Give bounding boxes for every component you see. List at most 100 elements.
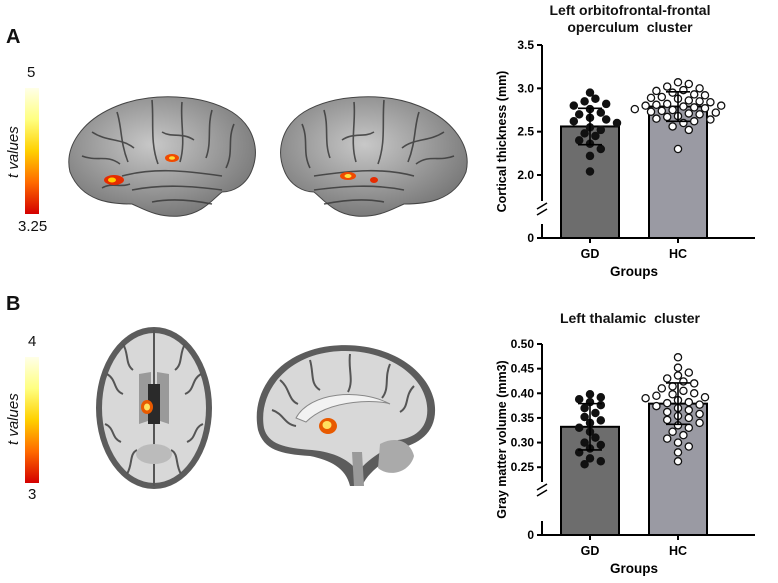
- chart-b-point-gd: [580, 438, 589, 447]
- chart-a-y-tick-label: 2.0: [517, 168, 534, 182]
- chart-a-point-hc: [668, 88, 677, 97]
- chart-a-point-hc: [689, 90, 699, 99]
- brain-surface-right: [280, 96, 468, 217]
- sagittal-brain-slice: [256, 345, 436, 486]
- chart-a-y-tick-label: 3.0: [517, 81, 534, 95]
- chart-b-y-tick-label: 0.50: [511, 337, 535, 351]
- chart-a-y-tick-label: 2.5: [517, 125, 534, 139]
- chart-b-point-gd: [585, 454, 595, 463]
- chart-b-y-axis-label: Gray matter volume (mm3): [495, 360, 509, 518]
- colorbar-b-min: 3: [28, 486, 37, 503]
- chart-b-point-hc: [679, 430, 688, 440]
- chart-b-point-hc: [695, 418, 704, 428]
- chart-b-point-gd: [596, 457, 606, 466]
- chart-a-axis-break-mark: [536, 208, 548, 216]
- chart-b-point-hc: [662, 407, 672, 417]
- chart-b-point-hc: [662, 398, 672, 408]
- chart-a-point-hc: [716, 101, 726, 110]
- chart-b-x-tick-label: HC: [669, 544, 687, 558]
- chart-b-point-hc: [662, 434, 672, 443]
- axial-brain-slice: [96, 327, 212, 489]
- chart-b-point-gd: [596, 416, 606, 425]
- chart-a-point-gd: [580, 129, 589, 138]
- chart-a-point-gd: [591, 131, 600, 141]
- activation-blobs-right: [340, 172, 378, 183]
- chart-b-title-line1: Left thalamic cluster: [559, 310, 701, 326]
- chart-a-point-hc: [641, 101, 650, 110]
- chart-a-point-gd: [601, 99, 611, 109]
- chart-b-point-gd: [580, 460, 589, 469]
- chart-b-point-gd: [585, 390, 595, 399]
- chart-a-y-axis-label: Cortical thickness (mm): [495, 71, 509, 213]
- activation-blobs-left: [104, 154, 179, 185]
- chart-b-point-gd: [596, 440, 606, 450]
- panel-letter-b: B: [6, 293, 21, 315]
- chart-a-title: Left orbitofrontal-frontal operculum clu…: [520, 2, 740, 36]
- chart-a-title-line1: Left orbitofrontal-frontal: [549, 2, 711, 18]
- chart-b-axis-break-mark: [536, 489, 548, 497]
- chart-b-point-hc: [700, 392, 710, 402]
- chart-a-point-hc: [668, 105, 677, 115]
- chart-a-point-hc: [684, 109, 694, 118]
- chart-a-point-gd: [574, 110, 584, 119]
- chart-a-point-gd: [585, 167, 595, 176]
- chart-b-point-hc: [689, 389, 699, 398]
- panel-letter-a: A: [6, 26, 21, 48]
- colorbar-a-gradient: [25, 88, 39, 214]
- chart-b-y-tick-label: 0.45: [511, 362, 535, 376]
- chart-b-x-axis-label: Groups: [610, 561, 658, 576]
- chart-a-point-hc: [657, 92, 667, 102]
- chart-a-y-tick-label: 3.5: [517, 38, 534, 52]
- chart-b-point-hc: [662, 415, 672, 425]
- activation-blob-axial: [141, 400, 153, 414]
- chart-b-point-hc: [641, 393, 650, 403]
- chart-a-y-tick-label: 0: [527, 231, 534, 245]
- chart-b-point-hc: [684, 423, 694, 433]
- chart-a-point-hc: [646, 107, 656, 116]
- chart-b-point-hc: [673, 363, 683, 372]
- chart-a-point-hc: [684, 96, 694, 105]
- chart-a-point-hc: [652, 86, 661, 96]
- chart-a-point-hc: [673, 78, 683, 87]
- chart-b-point-hc: [684, 405, 694, 415]
- chart-a-point-hc: [706, 115, 715, 124]
- chart-b-point-hc: [684, 368, 694, 377]
- chart-a-x-tick-label: HC: [669, 247, 687, 261]
- activation-blob-sagittal: [319, 418, 337, 434]
- chart-b-title: Left thalamic cluster: [520, 310, 740, 327]
- chart-a-point-hc: [679, 102, 688, 111]
- chart-b-y-tick-label: 0.30: [511, 436, 535, 450]
- chart-a-point-hc: [700, 104, 710, 113]
- chart-a-point-gd: [596, 108, 606, 117]
- chart-a-point-hc: [673, 144, 683, 154]
- chart-b-y-tick-label: 0.25: [511, 460, 535, 474]
- chart-a-point-hc: [689, 103, 699, 112]
- chart-b-point-hc: [695, 409, 704, 419]
- chart-b-point-gd: [574, 423, 584, 433]
- chart-a-axis-break-mark: [536, 202, 548, 210]
- chart-a-point-hc: [662, 112, 672, 122]
- chart-b-point-gd: [591, 408, 600, 418]
- chart-b-axis-break-mark: [536, 483, 548, 491]
- chart-b-point-hc: [662, 374, 672, 383]
- chart-a-point-hc: [695, 84, 704, 93]
- colorbar-a-max: 5: [27, 64, 36, 81]
- chart-b-point-gd: [574, 394, 584, 404]
- chart-a-point-gd: [580, 97, 589, 106]
- colorbar-b-gradient: [25, 357, 39, 483]
- chart-a-point-hc: [684, 79, 694, 89]
- colorbar-a-min: 3.25: [18, 218, 48, 235]
- chart-a-point-gd: [601, 115, 611, 124]
- chart-b-point-gd: [580, 403, 589, 413]
- chart-a-point-hc: [662, 82, 672, 91]
- chart-a-point-hc: [700, 91, 710, 100]
- chart-a-point-gd: [596, 144, 606, 154]
- chart-a-point-hc: [706, 97, 715, 107]
- chart-b-point-hc: [679, 386, 688, 396]
- chart-a-point-hc: [695, 97, 704, 106]
- chart-a-point-hc: [652, 100, 661, 110]
- chart-a-point-hc: [646, 93, 656, 103]
- chart-b-point-hc: [673, 371, 683, 380]
- chart-a-point-hc: [668, 122, 677, 131]
- chart-b-point-gd: [591, 433, 600, 442]
